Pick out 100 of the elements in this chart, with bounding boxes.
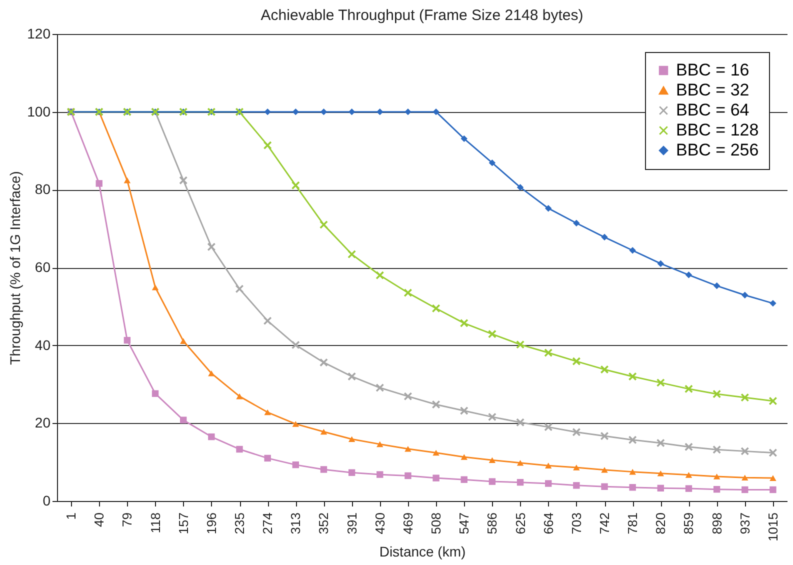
point [152,390,159,397]
point [516,460,524,466]
point [319,358,328,367]
x-tick-label: 859 [681,512,696,534]
x-tick-label: 1015 [765,512,780,542]
point [179,176,188,185]
x-tick-label: 313 [288,512,304,534]
point [770,486,776,494]
point [601,234,608,240]
point [432,474,440,482]
point [573,220,580,226]
legend-label: BBC = 128 [676,120,759,140]
point [404,108,412,116]
point [124,177,131,184]
point [348,108,356,116]
point [600,432,609,440]
point [684,442,693,452]
point [460,406,468,415]
x-tick-label: 547 [456,512,472,534]
point [460,135,468,142]
point [320,108,328,116]
point [376,471,384,478]
point [404,288,412,298]
point [376,108,384,116]
point [319,220,328,229]
point [685,485,692,492]
point [573,482,580,489]
point [685,472,692,478]
point [742,292,748,298]
point [713,474,720,480]
x-tick-label: 898 [709,512,724,534]
y-tick-label: 0 [42,492,51,508]
point [768,396,778,406]
point [180,416,187,424]
legend-label: BBC = 32 [676,80,750,100]
point [376,441,384,448]
point [516,418,525,427]
x-tick-label: 157 [176,512,191,534]
x-tick-label: 1 [64,512,79,520]
y-tick-label: 120 [27,26,51,42]
point [544,462,552,468]
x-tick-label: 469 [400,512,416,534]
point [264,409,271,416]
x-tick-label: 196 [204,512,219,534]
x-tick-label: 781 [625,512,640,534]
point [516,340,525,349]
point [684,384,693,394]
x-tick-label: 508 [428,512,444,534]
point [742,474,748,481]
point [768,448,778,457]
point [460,476,468,483]
point [460,454,468,460]
point [516,478,524,486]
x-axis-title: Distance (km) [379,543,466,560]
x-tick-label: 118 [148,512,163,534]
point [488,159,496,166]
point [712,390,722,398]
point [544,422,553,432]
point [629,468,636,475]
y-tick-label: 20 [34,414,51,431]
point [432,108,440,116]
point [152,284,159,290]
point [656,438,665,448]
point [516,184,524,191]
x-tick-label: 352 [316,512,332,534]
point [348,372,356,381]
y-tick-label: 80 [34,181,51,198]
point [573,464,580,470]
x-tick-label: 79 [120,512,135,527]
point [348,469,356,476]
point [488,457,496,464]
y-tick-label: 100 [27,103,51,120]
y-tick-label: 60 [34,259,51,275]
legend-label: BBC = 16 [676,60,750,80]
x-tick-label: 586 [484,512,500,534]
point [263,316,272,326]
legend-label: BBC = 256 [676,140,759,160]
point [236,393,243,400]
point [572,357,581,366]
y-tick-label: 40 [34,336,51,353]
point [320,428,328,435]
point [628,372,637,381]
x-tick-label: 820 [653,512,668,534]
point [656,378,665,387]
point [712,445,722,454]
point [208,433,215,440]
point [544,480,552,487]
legend-label: BBC = 64 [676,100,750,120]
point [742,486,748,494]
point [263,141,272,150]
point [685,272,692,278]
point [740,393,750,402]
x-tick-label: 664 [540,512,556,534]
point [713,282,720,290]
point [264,108,271,116]
point [264,454,271,462]
point [628,436,637,444]
point [432,400,440,409]
point [770,475,776,481]
point [180,338,187,344]
